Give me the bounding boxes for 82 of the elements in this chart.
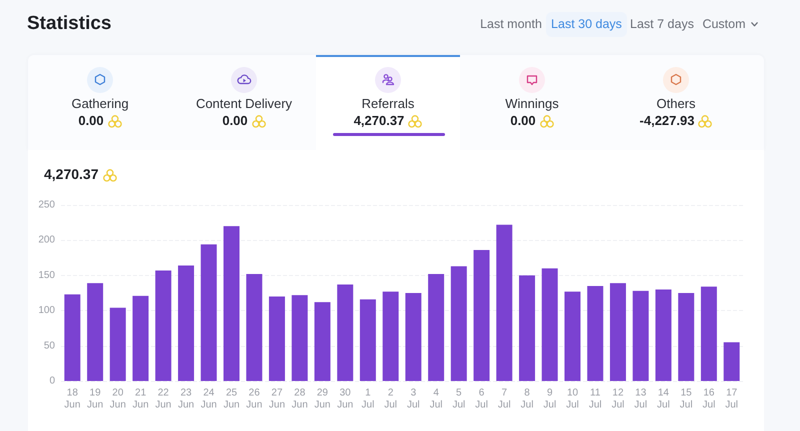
x-tick-label: 24 Jun — [200, 388, 217, 410]
text: Custom — [702, 17, 746, 31]
bar — [610, 283, 626, 381]
category-label: Referrals — [360, 96, 416, 112]
bar — [587, 286, 604, 381]
x-tick-label: 25 Jun — [223, 388, 240, 410]
x-tick-label: 8 Jul — [520, 388, 534, 410]
bar — [87, 283, 104, 381]
bar — [450, 266, 467, 381]
bar — [200, 244, 217, 381]
category-label: Gathering — [70, 96, 130, 112]
text: Statistics — [27, 12, 112, 36]
bar — [382, 292, 399, 381]
x-tick-label: 30 Jun — [337, 388, 354, 410]
text: 4,270.37 — [354, 113, 404, 128]
chart-title: 4,270.37 — [44, 166, 98, 182]
text: 0.00 — [78, 113, 104, 128]
bar — [292, 295, 308, 381]
category-label: Content Delivery — [194, 96, 294, 112]
bar — [246, 274, 262, 381]
text: Last 7 days — [630, 17, 694, 31]
bar — [110, 308, 126, 381]
x-tick-label: 7 Jul — [498, 388, 511, 410]
x-tick-label: 6 Jul — [475, 388, 488, 410]
text: Last 30 days — [551, 17, 622, 31]
x-tick-label: 28 Jun — [292, 388, 308, 410]
x-tick-label: 23 Jun — [178, 388, 194, 410]
bar — [132, 296, 149, 381]
x-tick-label: 20 Jun — [110, 388, 126, 410]
x-tick-label: 18 Jun — [64, 388, 80, 410]
text: 0.00 — [510, 113, 536, 128]
x-tick-label: 19 Jun — [87, 388, 104, 410]
bar — [64, 294, 80, 381]
text: -4,227.93 — [640, 113, 694, 128]
bar — [360, 299, 376, 381]
y-tick-label: 100 — [38, 305, 56, 316]
y-tick-label: 0 — [49, 376, 56, 386]
x-tick-label: 29 Jun — [314, 388, 330, 410]
category-label: Others — [655, 96, 696, 112]
x-tick-label: 9 Jul — [543, 388, 556, 410]
x-tick-label: 2 Jul — [384, 388, 398, 410]
x-tick-label: 5 Jul — [452, 388, 466, 410]
bar — [314, 302, 330, 381]
text: Last month — [480, 17, 542, 31]
category-label: Winnings — [504, 96, 560, 112]
y-tick-label: 250 — [38, 200, 56, 210]
bar — [655, 289, 672, 381]
x-tick-label: 15 Jul — [680, 388, 693, 410]
bar — [178, 266, 194, 381]
y-tick-label: 50 — [44, 340, 56, 352]
y-tick-label: 200 — [38, 234, 56, 246]
x-tick-label: 16 Jul — [702, 388, 716, 410]
x-tick-label: 14 Jul — [657, 388, 670, 410]
bar — [724, 342, 740, 381]
x-tick-label: 12 Jul — [612, 388, 624, 410]
x-tick-label: 11 Jul — [588, 388, 602, 410]
bar — [678, 293, 694, 381]
bar — [700, 286, 717, 381]
bar — [564, 292, 580, 381]
bar — [268, 296, 285, 381]
x-tick-label: 13 Jul — [634, 388, 648, 410]
bar — [632, 290, 649, 381]
bar — [155, 270, 172, 381]
x-tick-label: 1 Jul — [362, 388, 374, 410]
x-tick-label: 17 Jul — [725, 388, 738, 410]
x-tick-label: 22 Jun — [155, 388, 172, 410]
bar — [224, 226, 240, 381]
bar — [519, 275, 536, 381]
bar — [405, 293, 422, 381]
bar — [428, 274, 444, 381]
y-tick-label: 150 — [38, 270, 56, 281]
x-tick-label: 21 Jun — [132, 388, 149, 410]
text: 0.00 — [222, 113, 248, 128]
bar — [474, 250, 490, 381]
bar — [496, 224, 512, 381]
bar — [337, 284, 354, 381]
x-tick-label: 4 Jul — [430, 388, 442, 410]
bar — [542, 268, 558, 381]
x-tick-label: 10 Jul — [566, 388, 579, 410]
x-tick-label: 27 Jun — [268, 388, 286, 410]
x-tick-label: 3 Jul — [406, 388, 420, 410]
x-tick-label: 26 Jun — [246, 388, 262, 410]
